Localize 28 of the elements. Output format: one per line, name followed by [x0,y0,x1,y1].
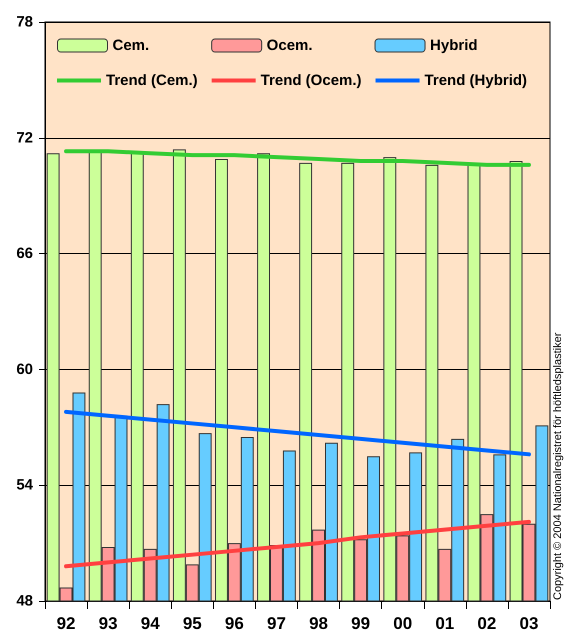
legend-label: Hybrid [430,37,478,54]
line-series [64,520,531,568]
y-tick-label: 54 [16,476,34,494]
x-tick-label: 98 [309,614,328,633]
y-tick-label: 66 [16,245,33,262]
legend-label: Trend (Cem.) [106,72,198,89]
x-tick-label: 92 [56,614,76,633]
text: Copyright © 2004 Nationalregistret för höftledsplastiker [552,332,564,600]
legend-label: Cem. [112,37,150,54]
x-tick-label: 99 [351,614,370,633]
line-series [64,149,531,167]
line-series [64,410,531,456]
y-tick-label: 78 [16,14,33,30]
legend-label: Trend (Hybrid) [424,72,528,89]
x-tick-label: 00 [393,614,412,633]
x-tick-label: 01 [435,614,454,633]
x-tick-label: 94 [140,614,160,633]
x-tick-label: 93 [98,614,118,633]
y-tick-label: 72 [16,129,33,146]
x-tick-label: 03 [519,614,538,633]
x-tick-label: 96 [224,614,244,633]
y-tick-label: 60 [16,360,33,378]
x-tick-label: 02 [477,614,496,633]
y-tick-label: 48 [16,592,33,610]
legend-label: Ocem. [266,37,313,54]
x-tick-label: 95 [182,614,202,633]
legend-label: Trend (Ocem.) [260,72,362,89]
x-tick-label: 97 [266,614,286,633]
